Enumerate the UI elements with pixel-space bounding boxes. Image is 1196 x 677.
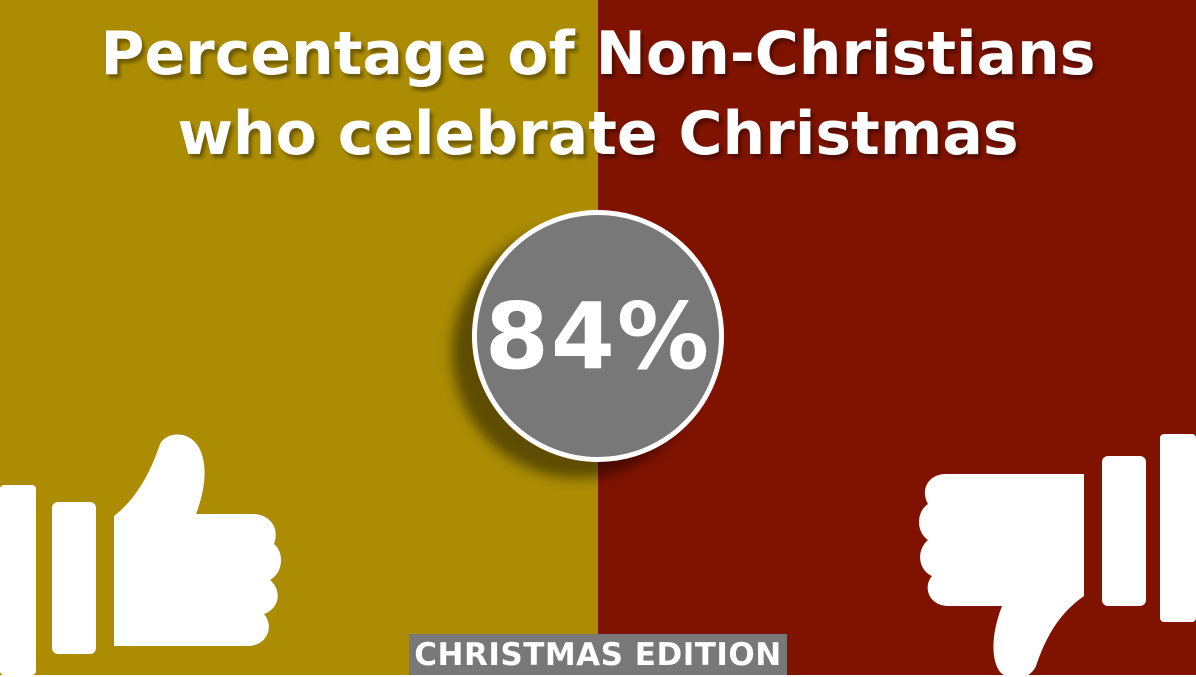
thumbs-up-icon [0, 434, 282, 675]
percentage-badge: 84% [472, 210, 724, 462]
edition-label: CHRISTMAS EDITION [409, 634, 787, 675]
page-title: Percentage of Non-Christians who celebra… [100, 19, 1096, 169]
thumbs-down-icon [919, 434, 1196, 675]
percentage-value: 84% [484, 282, 712, 390]
